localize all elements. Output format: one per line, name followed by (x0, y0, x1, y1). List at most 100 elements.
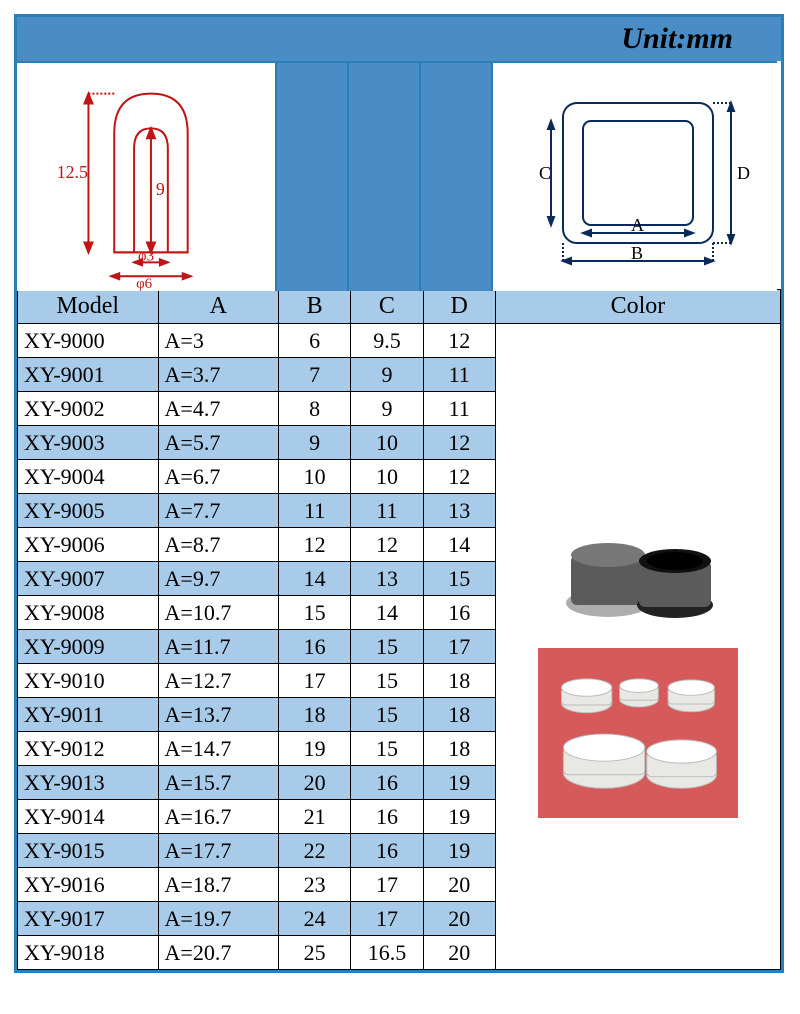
cell-a: A=12.7 (158, 664, 278, 698)
cell-d: 13 (423, 494, 495, 528)
cell-b: 20 (279, 766, 351, 800)
cell-model: XY-9012 (18, 732, 159, 766)
cell-c: 15 (351, 664, 423, 698)
cell-b: 11 (279, 494, 351, 528)
cell-c: 13 (351, 562, 423, 596)
cell-a: A=10.7 (158, 596, 278, 630)
top-profile-svg: A B C D (493, 63, 777, 291)
blue-gap-d (421, 61, 493, 291)
cell-a: A=19.7 (158, 902, 278, 936)
cell-a: A=3 (158, 324, 278, 358)
cell-b: 17 (279, 664, 351, 698)
cell-b: 25 (279, 936, 351, 970)
cell-b: 24 (279, 902, 351, 936)
cell-c: 16.5 (351, 936, 423, 970)
cell-c: 11 (351, 494, 423, 528)
table-row: XY-9000A=369.512 (18, 324, 781, 358)
dim-inner-height: 9 (156, 179, 165, 199)
unit-bar: Unit:mm (17, 17, 781, 61)
cell-model: XY-9001 (18, 358, 159, 392)
spec-sheet: Unit:mm (14, 14, 784, 973)
side-profile-svg: 12.5 9 φ3 φ6 (17, 63, 275, 291)
cell-a: A=18.7 (158, 868, 278, 902)
cell-model: XY-9000 (18, 324, 159, 358)
cell-a: A=3.7 (158, 358, 278, 392)
unit-label: Unit:mm (621, 22, 733, 56)
cell-b: 12 (279, 528, 351, 562)
cell-b: 8 (279, 392, 351, 426)
cell-c: 10 (351, 426, 423, 460)
col-model: Model (18, 290, 159, 324)
cell-model: XY-9008 (18, 596, 159, 630)
cell-c: 15 (351, 630, 423, 664)
cell-d: 11 (423, 358, 495, 392)
cell-d: 17 (423, 630, 495, 664)
cell-d: 20 (423, 936, 495, 970)
cell-d: 18 (423, 698, 495, 732)
dim-outer-dia: φ6 (136, 276, 152, 291)
cell-b: 9 (279, 426, 351, 460)
col-d: D (423, 290, 495, 324)
cell-model: XY-9017 (18, 902, 159, 936)
cell-model: XY-9018 (18, 936, 159, 970)
cell-model: XY-9016 (18, 868, 159, 902)
col-c: C (351, 290, 423, 324)
cell-model: XY-9002 (18, 392, 159, 426)
cell-d: 19 (423, 800, 495, 834)
col-color: Color (495, 290, 780, 324)
cell-a: A=6.7 (158, 460, 278, 494)
product-photo-white (538, 648, 738, 818)
cell-b: 10 (279, 460, 351, 494)
cell-d: 14 (423, 528, 495, 562)
cell-model: XY-9007 (18, 562, 159, 596)
col-b: B (279, 290, 351, 324)
cell-a: A=8.7 (158, 528, 278, 562)
dim-inner-dia: φ3 (138, 248, 154, 264)
cell-b: 22 (279, 834, 351, 868)
cell-model: XY-9014 (18, 800, 159, 834)
cell-c: 16 (351, 800, 423, 834)
cell-d: 11 (423, 392, 495, 426)
diagram-top-view: A B C D (493, 61, 777, 291)
cell-model: XY-9006 (18, 528, 159, 562)
cell-c: 9 (351, 358, 423, 392)
cell-model: XY-9003 (18, 426, 159, 460)
cell-b: 6 (279, 324, 351, 358)
dim-outer-height: 12.5 (57, 162, 88, 182)
cell-model: XY-9015 (18, 834, 159, 868)
cell-model: XY-9011 (18, 698, 159, 732)
cell-c: 14 (351, 596, 423, 630)
cell-c: 16 (351, 766, 423, 800)
cell-d: 19 (423, 834, 495, 868)
cell-d: 12 (423, 460, 495, 494)
cell-b: 19 (279, 732, 351, 766)
cell-b: 18 (279, 698, 351, 732)
dim-b: B (631, 243, 643, 263)
cell-b: 21 (279, 800, 351, 834)
dim-d: D (737, 163, 750, 183)
col-a: A (158, 290, 278, 324)
table-header-row: Model A B C D Color (18, 290, 781, 324)
cell-b: 15 (279, 596, 351, 630)
cell-b: 14 (279, 562, 351, 596)
cell-a: A=11.7 (158, 630, 278, 664)
cell-c: 9 (351, 392, 423, 426)
blue-gap-b (277, 61, 349, 291)
cell-d: 20 (423, 902, 495, 936)
cell-a: A=14.7 (158, 732, 278, 766)
cell-a: A=9.7 (158, 562, 278, 596)
dim-a: A (631, 215, 644, 235)
color-samples-cell (495, 324, 780, 970)
cell-d: 18 (423, 664, 495, 698)
cell-d: 12 (423, 324, 495, 358)
cell-a: A=17.7 (158, 834, 278, 868)
cell-d: 20 (423, 868, 495, 902)
blue-gap-c (349, 61, 421, 291)
cell-a: A=13.7 (158, 698, 278, 732)
cell-c: 12 (351, 528, 423, 562)
cell-d: 18 (423, 732, 495, 766)
cell-d: 19 (423, 766, 495, 800)
diagram-side-view: 12.5 9 φ3 φ6 (17, 61, 277, 291)
cell-c: 17 (351, 868, 423, 902)
cell-c: 16 (351, 834, 423, 868)
